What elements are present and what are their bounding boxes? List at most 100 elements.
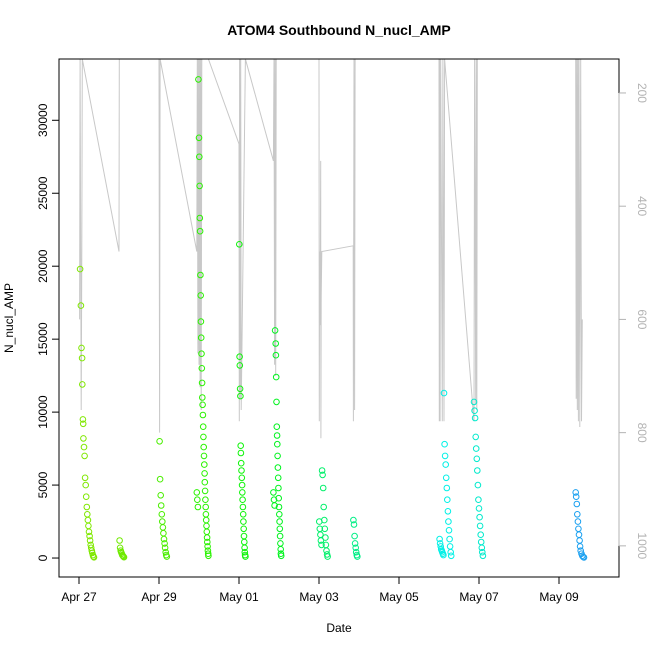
data-point [272,351,280,359]
data-point [352,544,360,552]
data-point [241,548,249,556]
data-point [274,464,282,471]
data-point [238,467,245,474]
x-tick-label: May 07 [459,590,499,604]
data-point [277,552,285,560]
data-point [572,489,580,496]
data-point [573,500,581,508]
x-axis-label: Date [326,621,352,635]
data-point [161,544,169,552]
data-point [437,543,445,550]
data-point [271,502,278,509]
data-point [237,459,245,467]
data-point [193,489,201,496]
data-point [200,443,207,451]
data-point [242,553,249,560]
data-point [239,503,247,511]
data-point [83,503,91,511]
data-point [199,394,206,401]
data-point [119,551,126,559]
y-tick-label: 20000 [36,249,50,283]
data-point [90,554,98,561]
data-point [237,392,244,400]
data-point [194,503,202,511]
data-point [471,414,479,422]
data-point [197,271,204,279]
data-point [201,461,208,468]
data-point [351,532,358,540]
data-point [80,435,87,442]
data-point [276,525,284,533]
data-point [273,398,280,406]
data-point [277,546,285,553]
data-point [237,442,244,450]
x-tick-label: May 09 [539,590,579,604]
data-point [472,433,480,441]
data-point [198,379,206,387]
data-point [270,489,277,496]
y2-tick-label: 200 [635,83,649,103]
data-point [236,362,244,369]
data-point [195,134,203,142]
data-point [479,552,487,560]
secondary-line-layer [79,58,583,439]
data-point [205,552,212,560]
data-point [276,532,284,540]
data-point [204,538,211,546]
data-point [120,553,128,561]
y2-tick-label: 1000 [635,533,649,560]
data-point [79,416,87,423]
data-point [317,537,325,544]
data-point [81,452,88,460]
y-axis: 0 5000 10000 15000 20000 25000 30000 [36,103,60,561]
data-point [440,551,447,559]
data-point [475,496,482,504]
data-point [322,534,329,541]
data-point [474,481,482,489]
y-tick-label: 30000 [36,103,50,137]
data-point [470,398,478,406]
data-point [90,553,97,560]
data-point [478,544,486,552]
x-axis: Apr 27 Apr 29 May 01 May 03 May 05 May 07 May … [61,576,579,604]
data-point [445,518,452,525]
data-point [319,471,326,479]
data-point [199,411,207,419]
data-point [197,318,205,325]
data-point [475,505,483,512]
data-point [476,522,484,530]
data-point [200,452,208,460]
data-point [273,423,281,431]
data-point [318,541,325,549]
data-point [162,548,169,556]
data-point [236,241,243,248]
data-point [471,407,478,415]
data-point [116,537,123,544]
data-point [240,525,247,533]
y-tick-label: 5000 [36,471,50,498]
data-point [199,423,207,431]
data-point [580,554,588,561]
data-point [350,516,357,524]
y-tick-label: 10000 [36,395,50,429]
y-tick-label: 25000 [36,176,50,210]
data-point [82,493,90,501]
data-point [198,365,206,372]
data-point [236,353,243,361]
data-point [276,511,283,518]
y-tick-label: 15000 [36,322,50,356]
data-point [158,511,166,518]
data-point [239,511,247,518]
data-point [574,511,581,518]
chart-title: ATOM4 Southbound N_nucl_AMP [227,22,450,38]
data-point [86,532,93,540]
data-point [202,503,209,511]
data-point [196,182,203,190]
data-point [195,76,202,83]
data-point [161,540,168,547]
data-point [203,534,211,541]
data-point [442,474,450,482]
data-point [240,518,247,525]
data-point [579,552,586,560]
